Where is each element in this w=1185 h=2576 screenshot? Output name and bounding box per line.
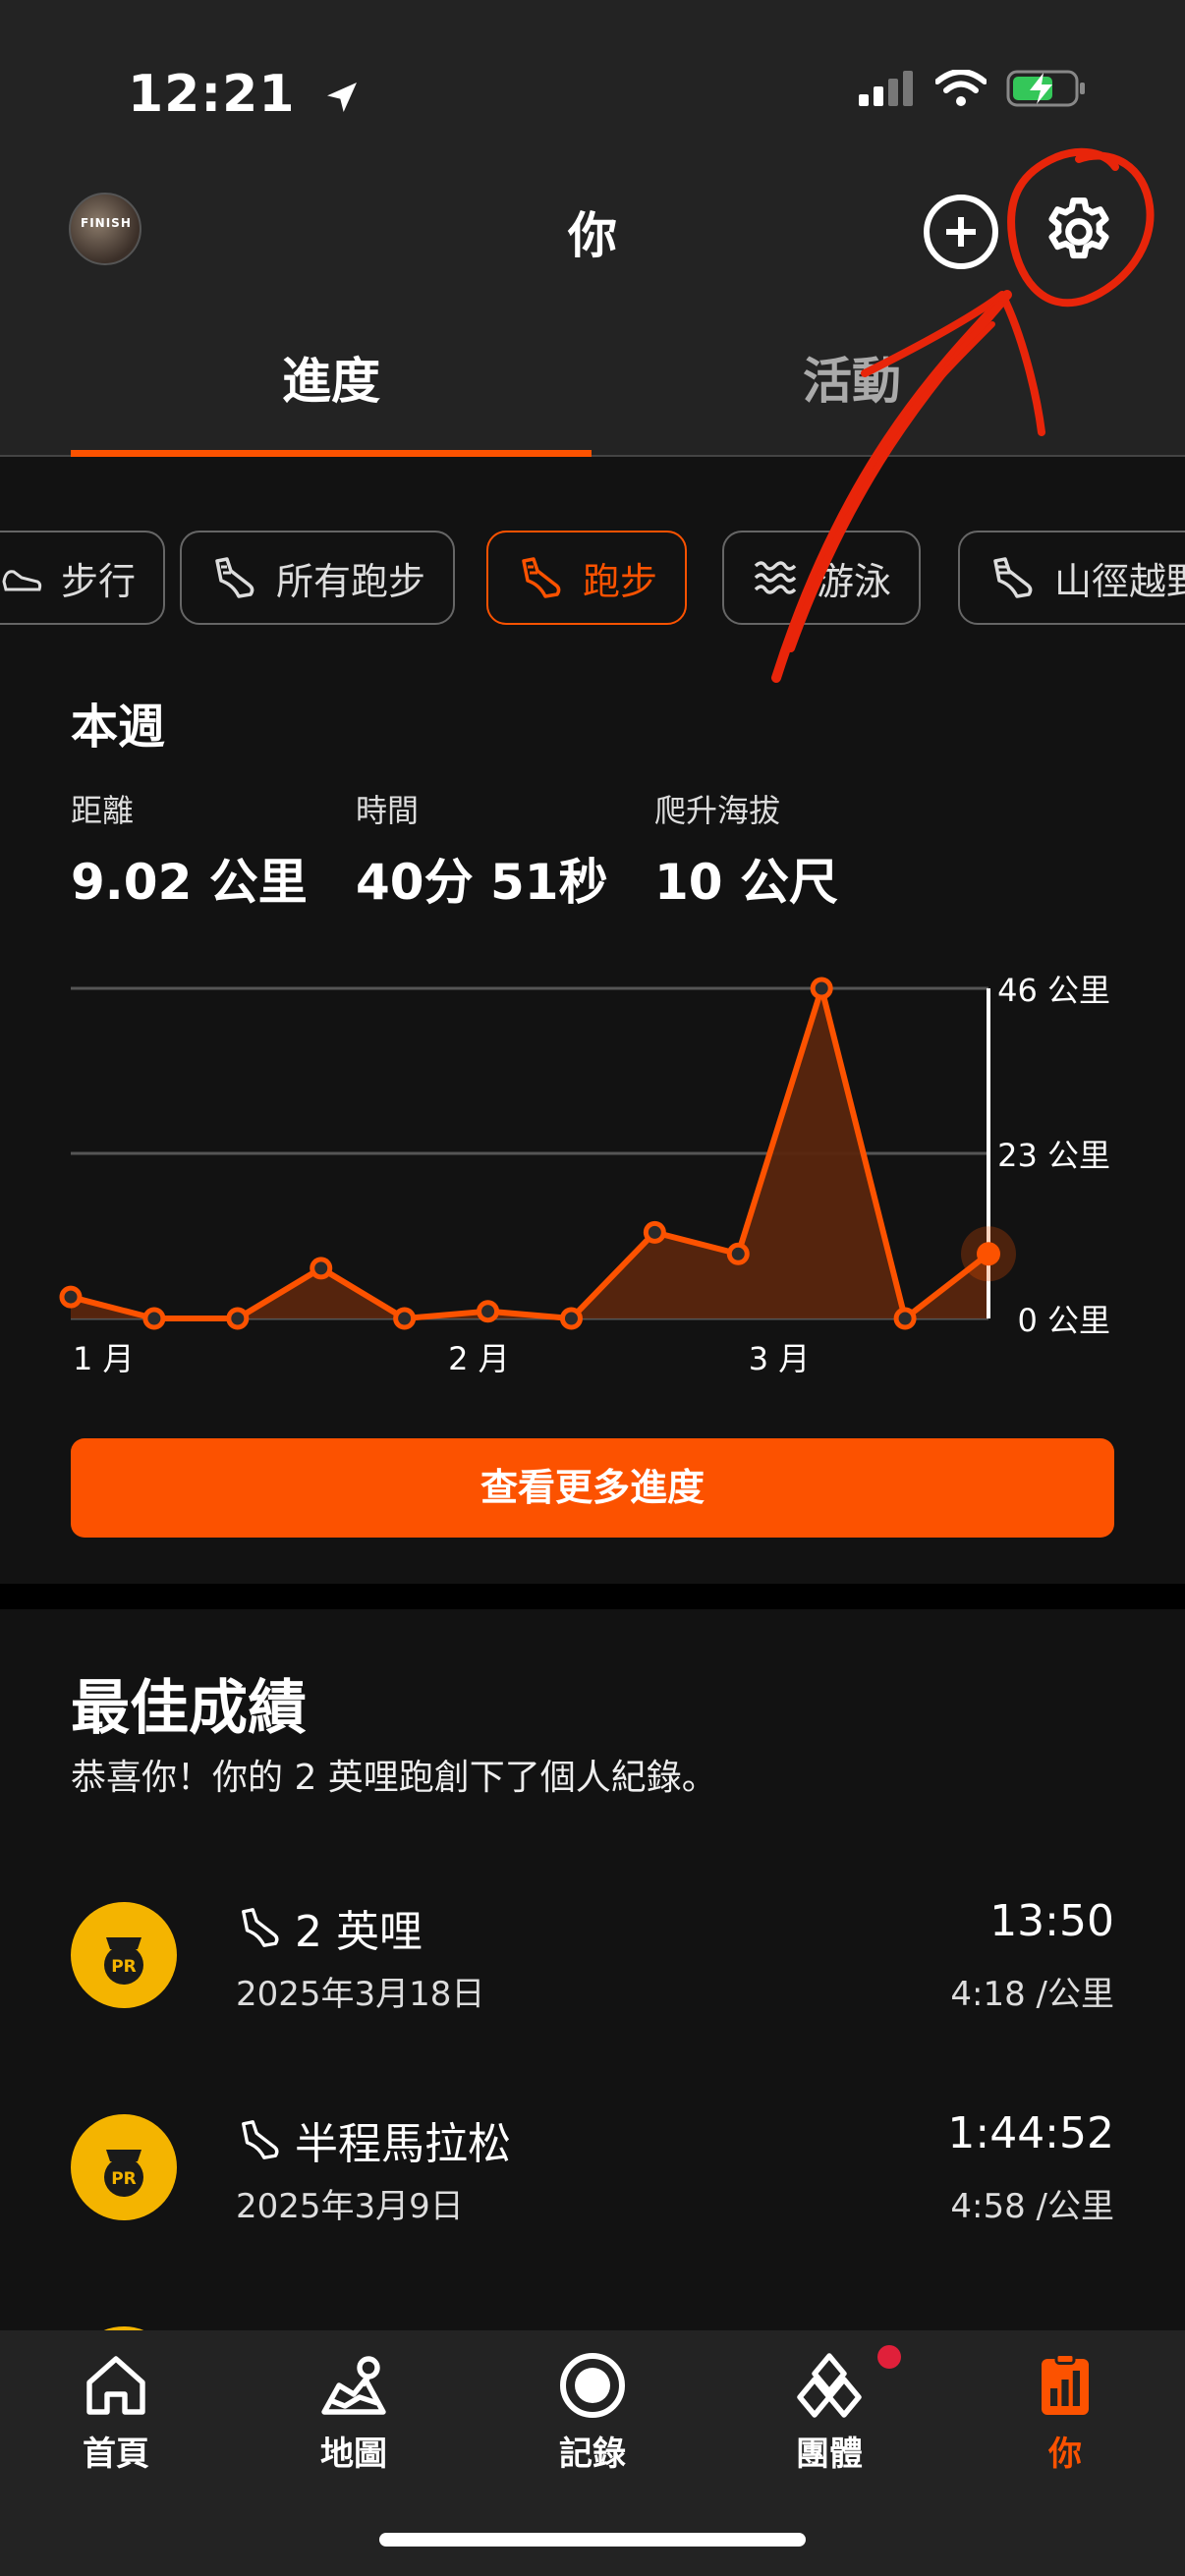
home-icon xyxy=(86,2356,145,2415)
pr-pace: 4:18 /公里 xyxy=(950,1975,1114,2014)
chart-point xyxy=(810,977,833,1000)
pr-time: 13:50 xyxy=(989,1896,1114,1946)
chart-point xyxy=(59,1285,83,1309)
best-efforts-subtitle: 恭喜你！你的 2 英哩跑創下了個人紀錄。 xyxy=(71,1758,717,1798)
location-arrow-icon xyxy=(326,83,357,112)
settings-button[interactable] xyxy=(1040,193,1118,271)
groups-icon xyxy=(797,2353,862,2418)
chart-point xyxy=(726,1242,750,1265)
weekly-distance-chart[interactable]: 0 公里 23 公里 46 公里 1 月 2 月 3 月 xyxy=(0,963,1185,1395)
header-area: 12:21 FINISH 你 進度 活動 xyxy=(0,0,1185,457)
nav-groups[interactable]: 團體 xyxy=(731,2330,928,2475)
chart-point xyxy=(393,1307,417,1330)
chart-x-tick-label: 3 月 xyxy=(749,1340,811,1377)
chart-series-line xyxy=(70,985,990,1321)
chart-point xyxy=(643,1220,666,1244)
you-clipboard-chart-icon xyxy=(1042,2353,1089,2415)
week-title: 本週 xyxy=(71,700,166,755)
pr-row[interactable]: PR 半程馬拉松 2025年3月9日 1:44:52 4:58 /公里 xyxy=(0,2108,1185,2236)
chart-y-tick-label: 46 公里 xyxy=(997,972,1110,1009)
pr-name: 半程馬拉松 xyxy=(236,2108,511,2171)
wifi-icon xyxy=(935,70,987,106)
sport-filter-chips: 步行 所有跑步 跑步 游泳 山徑越野跑 xyxy=(0,531,1185,625)
tab-active-indicator xyxy=(71,450,592,457)
nav-you[interactable]: 你 xyxy=(967,2330,1163,2475)
chart-y-tick-label: 23 公里 xyxy=(997,1137,1110,1174)
svg-text:PR: PR xyxy=(111,1957,137,1977)
running-shoe-icon xyxy=(242,2120,279,2159)
status-bar-icons xyxy=(859,69,1087,108)
battery-charging-icon xyxy=(1006,70,1085,107)
pr-date: 2025年3月18日 xyxy=(236,1975,485,2014)
tab-progress[interactable]: 進度 xyxy=(282,353,380,410)
stat-elevation: 爬升海拔 10 公尺 xyxy=(654,792,838,911)
pr-time: 1:44:52 xyxy=(947,2108,1114,2158)
gear-icon xyxy=(1048,197,1109,259)
notification-dot xyxy=(877,2345,901,2369)
chip-trail-run[interactable]: 山徑越野跑 xyxy=(958,531,1185,625)
home-indicator xyxy=(379,2533,806,2547)
tab-activities[interactable]: 活動 xyxy=(803,353,901,410)
chart-x-tick-label: 2 月 xyxy=(448,1340,510,1377)
swim-waves-icon xyxy=(754,561,797,594)
shoe-icon xyxy=(2,570,42,591)
best-efforts-title: 最佳成績 xyxy=(71,1674,307,1743)
this-week-section: 本週 距離 9.02 公里 時間 40分 51秒 爬升海拔 10 公尺 xyxy=(71,688,838,911)
nav-maps[interactable]: 地圖 xyxy=(255,2330,452,2475)
chip-walk[interactable]: 步行 xyxy=(0,531,166,625)
chart-point xyxy=(559,1307,583,1330)
view-more-progress-button[interactable]: 查看更多進度 xyxy=(71,1438,1114,1538)
pr-badge-icon: PR xyxy=(71,2114,177,2220)
chart-y-tick-label: 0 公里 xyxy=(1017,1302,1110,1339)
chart-point xyxy=(977,1242,1000,1266)
chip-all-runs[interactable]: 所有跑步 xyxy=(180,531,456,625)
avatar[interactable]: FINISH xyxy=(69,193,141,265)
chip-swim[interactable]: 游泳 xyxy=(722,531,922,625)
page-title: 你 xyxy=(568,207,617,264)
tab-bar: 進度 活動 xyxy=(0,324,1185,457)
nav-home[interactable]: 首頁 xyxy=(18,2330,214,2475)
running-shoe-icon xyxy=(215,557,254,598)
running-shoe-icon xyxy=(522,557,561,598)
chart-point xyxy=(226,1307,250,1330)
chart-x-tick-label: 1 月 xyxy=(73,1340,135,1377)
status-bar-time: 12:21 xyxy=(128,65,362,124)
section-separator xyxy=(0,1584,1185,1609)
pr-name: 2 英哩 xyxy=(236,1896,423,1959)
add-button[interactable] xyxy=(924,195,998,269)
stat-time: 時間 40分 51秒 xyxy=(356,792,608,911)
record-icon xyxy=(560,2353,625,2418)
running-shoe-icon xyxy=(242,1908,279,1947)
trail-shoe-icon xyxy=(993,557,1033,598)
chart-point xyxy=(893,1307,917,1330)
signal-icon xyxy=(859,71,913,106)
pr-badge-icon: PR xyxy=(71,1902,177,2008)
map-icon xyxy=(321,2356,386,2415)
chart-point xyxy=(142,1307,166,1330)
chart-area xyxy=(71,988,988,1318)
svg-text:PR: PR xyxy=(111,2169,137,2189)
chart-point xyxy=(477,1300,500,1323)
pr-row[interactable]: PR 2 英哩 2025年3月18日 13:50 4:18 /公里 xyxy=(0,1896,1185,2024)
chart-point xyxy=(310,1257,333,1280)
nav-record[interactable]: 記錄 xyxy=(494,2330,691,2475)
stat-distance: 距離 9.02 公里 xyxy=(71,792,308,911)
pr-pace: 4:58 /公里 xyxy=(950,2187,1114,2226)
chip-run[interactable]: 跑步 xyxy=(486,531,688,625)
pr-date: 2025年3月9日 xyxy=(236,2187,464,2226)
tab-divider xyxy=(0,455,1185,457)
